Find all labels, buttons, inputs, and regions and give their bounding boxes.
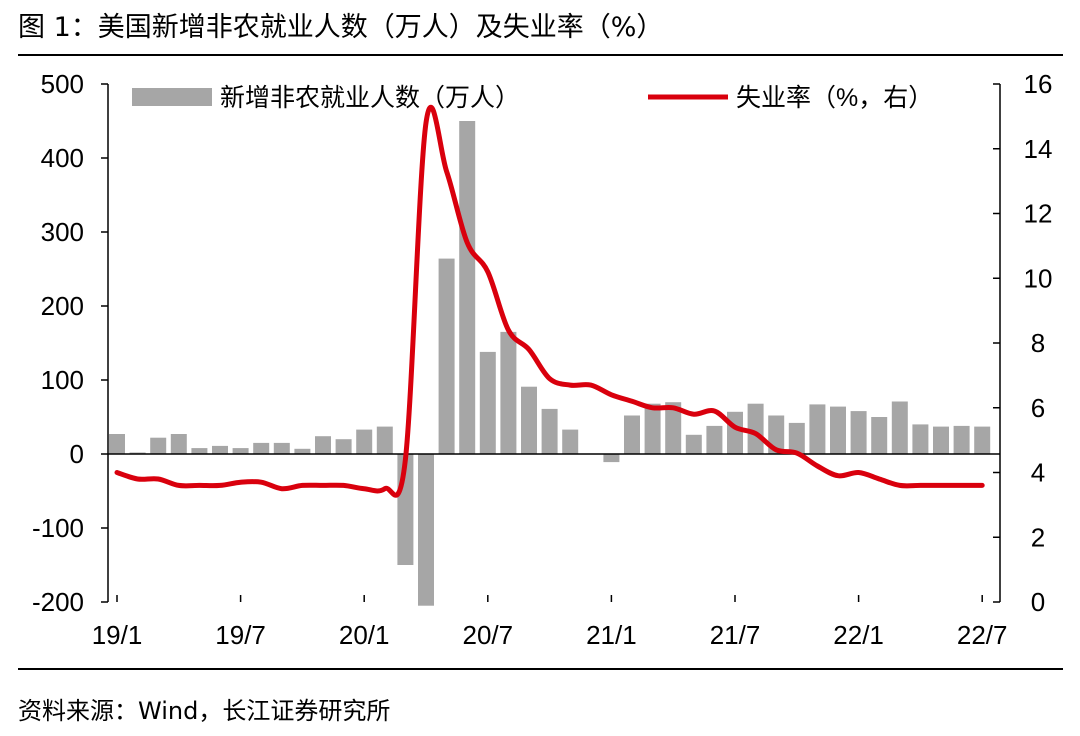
left-tick-label: -100: [32, 513, 84, 543]
bar-20/9: [521, 386, 537, 454]
right-tick-label: 0: [1031, 587, 1045, 617]
bar-20/11: [562, 429, 579, 454]
bar-21/11: [809, 404, 826, 454]
x-tick-label: 20/7: [462, 620, 513, 650]
right-tick-label: 8: [1031, 328, 1045, 358]
left-tick-label: 400: [41, 143, 84, 173]
bar-21/2: [624, 415, 640, 454]
bar-22/6: [953, 425, 970, 454]
x-tick-label: 19/1: [92, 620, 143, 650]
right-tick-label: 2: [1031, 522, 1045, 552]
bar-22/3: [891, 401, 908, 454]
left-tick-label: 200: [41, 291, 84, 321]
unemployment-rate-line: [114, 104, 985, 498]
x-tick-label: 21/7: [710, 620, 761, 650]
bar-20/5: [438, 258, 455, 454]
x-tick-label: 20/1: [339, 620, 390, 650]
bar-20/7: [479, 351, 496, 454]
bar-20/2: [376, 426, 393, 454]
left-tick-label: 0: [70, 439, 84, 469]
left-tick-label: 100: [41, 365, 84, 395]
axes: [101, 83, 1001, 603]
bar-19/11: [315, 436, 331, 454]
bar-21/8: [747, 403, 764, 454]
bar-19/3: [150, 437, 167, 454]
bar-22/5: [933, 426, 949, 454]
left-tick-label: 500: [41, 69, 84, 99]
bar-series: [109, 121, 991, 606]
bar-20/4: [418, 454, 434, 606]
bar-19/7: [232, 448, 249, 454]
bar-21/3: [644, 403, 661, 454]
right-tick-label: 10: [1024, 263, 1053, 293]
bar-19/8: [253, 442, 270, 454]
chart: -200 -100 0 100 200 300 400 500 0 2 4 6 8 10 12 14 16 19/…: [32, 69, 1053, 650]
right-tick-label: 4: [1031, 458, 1045, 488]
right-tick-label: 6: [1031, 393, 1045, 423]
bar-21/4: [665, 402, 682, 454]
bar-21/6: [706, 425, 723, 454]
bar-21/1: [603, 454, 620, 463]
bar-19/1: [109, 434, 125, 454]
x-tick-label: 22/7: [957, 620, 1008, 650]
bar-19/6: [212, 445, 228, 454]
bar-19/10: [294, 448, 311, 454]
bar-20/8: [500, 331, 517, 454]
bar-21/10: [788, 422, 805, 454]
figure-title: 图 1：美国新增非农就业人数（万人）及失业率（%）: [18, 12, 664, 43]
right-tick-label: 14: [1024, 134, 1053, 164]
line-series: [114, 104, 985, 498]
left-tick-label: 300: [41, 217, 84, 247]
bar-19/5: [191, 448, 208, 454]
right-tick-label: 16: [1024, 69, 1053, 99]
bar-21/12: [830, 406, 846, 454]
legend-bar-label: 新增非农就业人数（万人）: [220, 84, 520, 112]
bar-20/1: [356, 429, 373, 454]
bar-19/9: [273, 442, 290, 454]
bar-22/2: [871, 417, 888, 454]
right-tick-label: 12: [1024, 199, 1053, 229]
x-tick-label: 22/1: [833, 620, 884, 650]
legend-line-label: 失业率（%，右）: [736, 84, 933, 112]
legend-bar-swatch: [132, 88, 212, 106]
bar-21/5: [685, 434, 702, 454]
tick-labels: -200 -100 0 100 200 300 400 500 0 2 4 6 8 10 12 14 16 19/…: [32, 69, 1053, 650]
left-tick-label: -200: [32, 587, 84, 617]
source-note: 资料来源：Wind，长江证券研究所: [18, 697, 391, 725]
bar-22/7: [974, 426, 991, 454]
bar-22/4: [912, 424, 929, 454]
bar-20/10: [541, 408, 558, 454]
bar-20/6: [459, 121, 476, 454]
bar-21/7: [727, 411, 743, 454]
bar-19/4: [170, 434, 187, 454]
x-tick-label: 21/1: [586, 620, 637, 650]
title-rule: [18, 54, 1063, 56]
source-rule: [18, 668, 1063, 670]
legend: 新增非农就业人数（万人） 失业率（%，右）: [132, 84, 933, 112]
bar-22/1: [850, 411, 867, 454]
x-tick-label: 19/7: [215, 620, 266, 650]
bar-19/12: [335, 439, 352, 454]
